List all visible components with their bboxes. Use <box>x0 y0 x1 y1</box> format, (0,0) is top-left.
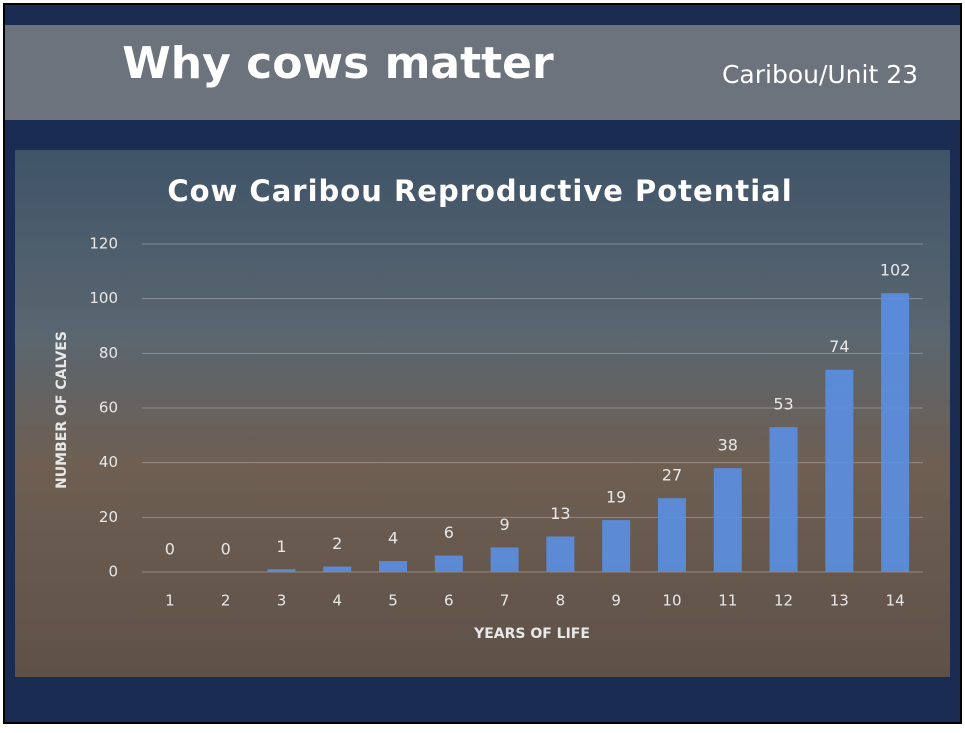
bar <box>379 561 407 572</box>
data-label: 38 <box>718 436 738 455</box>
data-label: 9 <box>500 515 510 534</box>
y-tick-label: 40 <box>99 453 118 471</box>
x-tick-label: 14 <box>886 592 905 610</box>
data-label: 1 <box>276 537 286 556</box>
data-label: 13 <box>550 504 570 523</box>
slide-subtitle: Caribou/Unit 23 <box>722 60 918 89</box>
bar <box>770 427 798 572</box>
data-label: 0 <box>165 540 175 559</box>
y-tick-label: 20 <box>99 508 118 526</box>
y-tick-label: 120 <box>89 235 118 253</box>
data-label: 27 <box>662 466 682 485</box>
x-tick-label: 8 <box>556 592 566 610</box>
y-tick-label: 100 <box>89 289 118 307</box>
y-tick-label: 0 <box>108 563 118 581</box>
data-label: 102 <box>880 261 911 280</box>
bar <box>435 556 463 572</box>
photo-background <box>15 150 950 677</box>
data-label: 0 <box>221 540 231 559</box>
x-tick-label: 9 <box>611 592 621 610</box>
x-tick-label: 12 <box>774 592 793 610</box>
x-tick-label: 6 <box>444 592 454 610</box>
x-tick-label: 13 <box>830 592 849 610</box>
x-tick-label: 4 <box>332 592 342 610</box>
bar <box>323 567 351 572</box>
x-axis-label: YEARS OF LIFE <box>473 626 590 642</box>
bar <box>658 498 686 572</box>
chart-title: Cow Caribou Reproductive Potential <box>167 174 792 208</box>
y-tick-label: 80 <box>99 344 118 362</box>
page: Why cows matter Caribou/Unit 23 Cow Cari… <box>0 0 965 729</box>
x-tick-label: 10 <box>662 592 681 610</box>
y-axis-label: NUMBER OF CALVES <box>54 331 70 489</box>
x-tick-label: 11 <box>718 592 737 610</box>
bar <box>714 468 742 572</box>
x-tick-label: 3 <box>277 592 287 610</box>
data-label: 6 <box>444 523 454 542</box>
data-label: 4 <box>388 529 398 548</box>
bar <box>825 370 853 572</box>
bar <box>546 536 574 572</box>
data-label: 2 <box>332 534 342 553</box>
x-tick-label: 1 <box>165 592 175 610</box>
bar <box>602 520 630 572</box>
data-label: 53 <box>773 395 793 414</box>
slide-title: Why cows matter <box>122 38 554 89</box>
x-tick-label: 5 <box>388 592 398 610</box>
bar <box>491 547 519 572</box>
data-label: 74 <box>829 337 849 356</box>
x-tick-label: 7 <box>500 592 510 610</box>
y-tick-label: 60 <box>99 399 118 417</box>
slide: Why cows matter Caribou/Unit 23 Cow Cari… <box>0 0 965 729</box>
bar <box>267 569 295 572</box>
x-tick-label: 2 <box>221 592 231 610</box>
bar <box>881 293 909 572</box>
data-label: 19 <box>606 488 626 507</box>
